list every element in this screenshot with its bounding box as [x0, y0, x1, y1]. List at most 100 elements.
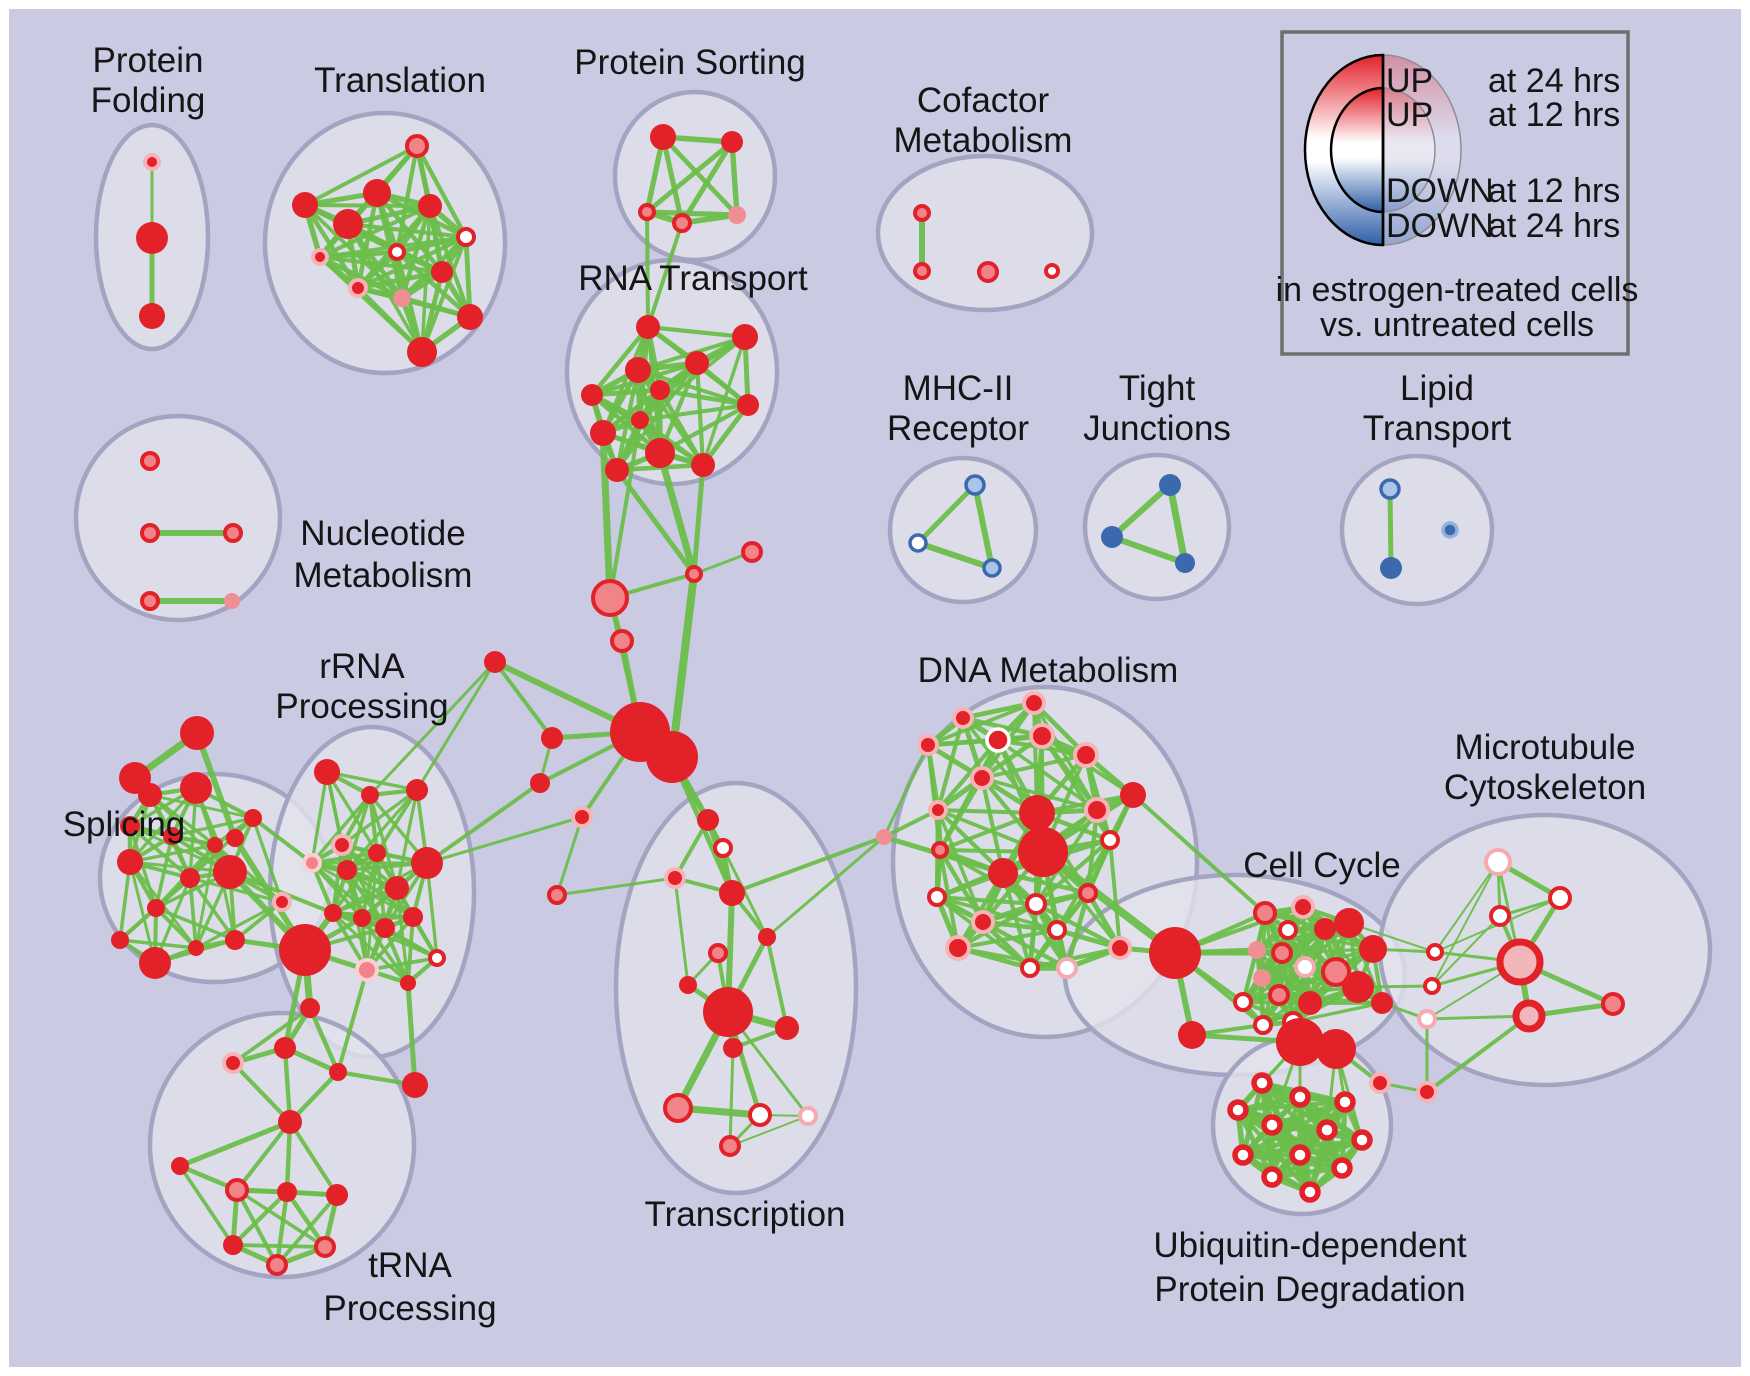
cluster-label-microtubule-cytoskeleton: Microtubule — [1455, 728, 1636, 767]
edge — [996, 738, 1099, 812]
gene-node-transcription — [703, 987, 753, 1037]
edge — [310, 770, 329, 865]
edge — [729, 1115, 809, 1147]
cluster-label-dna-metabolism: DNA Metabolism — [918, 651, 1179, 690]
edge — [589, 324, 651, 398]
gene-node-dna-metabolism — [1019, 795, 1055, 831]
gene-node-transcription — [758, 928, 776, 946]
gene-node-dna-metabolism — [928, 800, 948, 820]
gene-node-ubiquitin-degradation — [1334, 1091, 1356, 1113]
edge — [679, 139, 735, 226]
gene-node-dna-metabolism — [1056, 957, 1078, 979]
cluster-label-tight-junctions: Junctions — [1083, 409, 1231, 448]
gene-node-mhc-ii-receptor — [908, 533, 928, 553]
cluster-label-tight-junctions: Tight — [1119, 369, 1196, 408]
gene-node-ubiquitin-degradation — [1227, 1099, 1249, 1121]
edge — [331, 911, 410, 985]
cluster-label-translation: Translation — [314, 61, 486, 100]
gene-node-cell-cycle — [1253, 969, 1271, 987]
edge — [882, 808, 940, 839]
edge — [317, 254, 405, 301]
gene-node-rrna-processing — [368, 844, 386, 862]
gene-node-connector — [610, 629, 634, 653]
gene-node-dna-metabolism — [1073, 742, 1099, 768]
gene-node-transcription — [708, 943, 728, 963]
edge — [230, 1060, 293, 1125]
cluster-mhc-ii-receptor-bubble — [887, 455, 1039, 605]
cluster-label-mhc-ii-receptor: Receptor — [887, 409, 1029, 448]
cluster-label-transcription: Transcription — [645, 1195, 846, 1234]
edge — [1085, 807, 1100, 896]
gene-node-dna-metabolism — [931, 841, 949, 859]
gene-node-rna-transport — [636, 315, 660, 339]
gene-node-microtubule-cytoskeleton — [1426, 943, 1444, 961]
edge — [657, 387, 706, 468]
gene-node-cell-cycle — [1321, 957, 1351, 987]
gene-node-microtubule-cytoskeleton — [1484, 848, 1512, 876]
edge — [395, 886, 410, 985]
edge — [275, 1193, 339, 1267]
edge — [614, 367, 641, 473]
edge — [1431, 915, 1501, 987]
edge — [234, 1119, 293, 1193]
gene-node-splicing — [180, 772, 212, 804]
edge — [405, 980, 418, 1088]
cluster-transcription-bubble — [613, 780, 859, 1196]
edge — [937, 775, 985, 853]
gene-node-dna-metabolism — [985, 727, 1011, 753]
edge — [673, 876, 690, 987]
gene-node-splicing — [111, 931, 129, 949]
gene-node-translation — [348, 278, 368, 298]
gene-node-rrna-processing — [406, 779, 428, 801]
gene-node-translation — [407, 337, 437, 367]
gene-node-rrna-processing — [361, 786, 379, 804]
gene-node-connector — [1416, 1081, 1438, 1103]
gene-node-dna-metabolism — [917, 734, 939, 756]
edge — [274, 1189, 290, 1268]
gene-node-ubiquitin-degradation — [1232, 1144, 1254, 1166]
cluster-label-splicing: Splicing — [63, 805, 186, 844]
edge — [1431, 861, 1499, 987]
edge — [284, 1189, 328, 1250]
edge — [317, 254, 445, 275]
edge — [960, 700, 1037, 721]
gene-node-splicing — [207, 837, 223, 853]
edge — [730, 835, 886, 895]
cluster-label-protein-folding: Protein — [93, 41, 204, 80]
gene-node-connector — [484, 651, 506, 673]
edge — [128, 843, 217, 864]
edge — [425, 815, 584, 865]
gene-node-trna-processing — [326, 1184, 348, 1206]
gene-node-dna-metabolism — [1084, 797, 1110, 823]
edge — [128, 824, 192, 880]
gene-node-microtubule-cytoskeleton — [1417, 1009, 1437, 1029]
edge — [234, 1187, 280, 1268]
edge — [645, 324, 748, 340]
edge — [765, 835, 886, 939]
cluster-label-protein-folding: Folding — [91, 81, 206, 120]
edge — [980, 919, 1070, 971]
edge — [231, 1243, 327, 1249]
gene-node-splicing — [117, 849, 143, 875]
gene-node-dna-metabolism — [1020, 958, 1040, 978]
gene-node-rna-transport — [732, 324, 758, 350]
edge — [355, 190, 380, 291]
edge — [555, 815, 584, 897]
edge — [1434, 861, 1499, 953]
gene-node-cell-cycle — [1294, 956, 1316, 978]
edge — [235, 1188, 327, 1249]
edge — [1425, 1014, 1531, 1094]
gene-node-splicing — [188, 940, 204, 956]
gene-node-dna-metabolism — [952, 707, 974, 729]
edge — [325, 770, 379, 855]
gene-node-rna-transport — [625, 357, 651, 383]
gene-node-translation — [388, 243, 406, 261]
edge — [128, 824, 232, 874]
cluster-label-mhc-ii-receptor: MHC-II — [903, 369, 1014, 408]
gene-node-trna-processing — [314, 1236, 336, 1258]
gene-node-cell-cycle — [1298, 991, 1322, 1015]
gene-node-lipid-transport — [1379, 478, 1401, 500]
gene-node-ubiquitin-degradation — [1351, 1129, 1373, 1151]
